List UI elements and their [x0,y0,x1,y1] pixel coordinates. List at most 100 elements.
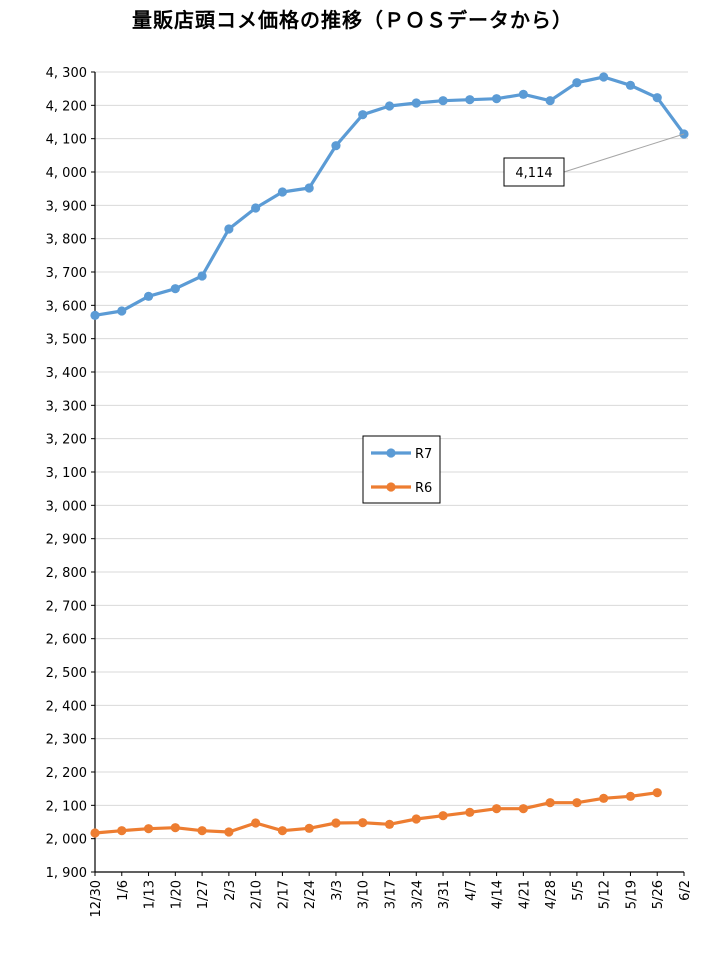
data-point-R7 [90,310,100,320]
y-tick-label: 3, 300 [46,399,87,414]
data-point-R7 [170,284,180,294]
chart-title: 量販店頭コメ価格の推移（ＰＯＳデータから） [132,8,573,32]
data-point-R6 [384,819,395,829]
data-point-R6 [438,811,448,821]
y-tick-label: 4, 000 [46,166,87,181]
series-layer [90,72,689,838]
data-callout: 4,114 [503,133,685,187]
gridlines [95,71,688,840]
x-axis: 12/30 1/6 1/13 1/20 1/27 2/3 2/10 2/17 2/24 3/3 3/… [89,871,693,917]
data-point-R6 [251,818,261,828]
data-point-R7 [599,72,609,82]
y-tick-label: 2, 200 [46,766,87,781]
data-point-R7 [465,95,475,105]
y-tick-label: 4, 100 [46,133,87,148]
x-tick-label: 1/6 [116,880,131,901]
x-tick-label: 5/19 [624,880,639,909]
x-tick-label: 3/10 [357,880,372,909]
x-tick-label: 12/30 [89,880,104,917]
data-point-R6 [117,826,127,836]
series-line-R6 [94,791,658,835]
x-tick-label: 3/3 [330,880,345,901]
data-point-R6 [652,788,662,798]
x-tick-label: 3/24 [410,880,425,909]
x-tick-label: 1/20 [169,880,184,909]
y-tick-label: 3, 700 [46,266,87,281]
x-tick-label: 4/14 [491,880,506,909]
data-point-R7 [625,80,636,90]
y-tick-label: 3, 500 [46,333,87,348]
x-tick-label: 4/21 [517,880,532,909]
y-tick-label: 2, 500 [46,666,87,681]
y-tick-label: 4, 200 [46,99,87,114]
data-point-R6 [197,826,207,836]
x-tick-label: 1/13 [143,880,158,909]
legend-swatch-marker [386,448,396,458]
data-point-R7 [518,89,528,99]
data-point-R6 [304,823,314,833]
data-point-R6 [545,798,555,808]
data-point-R6 [572,798,582,808]
data-point-R6 [224,827,234,837]
y-tick-label: 2, 600 [46,633,87,648]
y-tick-label: 3, 000 [46,499,87,514]
y-tick-label: 2, 700 [46,599,87,614]
data-point-R7 [384,101,395,111]
callout-leader [563,133,685,173]
data-point-R6 [625,791,636,801]
legend-box [362,435,441,504]
x-tick-label: 5/12 [598,880,613,909]
data-point-R6 [277,826,288,836]
x-tick-label: 2/24 [303,880,318,909]
x-tick-label: 1/27 [196,880,211,909]
data-point-R7 [224,224,234,234]
data-point-R7 [143,291,154,301]
x-tick-label: 4/28 [544,880,559,909]
y-tick-label: 2, 000 [46,833,87,848]
data-point-R7 [251,203,261,213]
x-tick-label: 2/3 [223,880,238,901]
x-tick-label: 3/31 [437,880,452,909]
data-point-R7 [358,110,368,120]
data-point-R7 [438,96,448,106]
y-tick-label: 3, 400 [46,366,87,381]
x-tick-label: 5/26 [651,880,666,909]
data-point-R7 [117,306,127,316]
data-point-R6 [411,814,421,824]
x-tick-label: 6/2 [678,880,693,901]
legend: R7 R6 [362,435,441,504]
x-tick-label: 3/17 [384,880,399,909]
y-tick-label: 3, 900 [46,199,87,214]
legend-label: R6 [415,481,432,496]
data-point-R6 [143,824,154,834]
data-point-R7 [304,183,314,193]
y-tick-label: 3, 800 [46,233,87,248]
data-point-R6 [90,828,100,838]
x-tick-label: 2/17 [276,880,291,909]
data-point-R6 [170,823,180,833]
data-point-R7 [197,271,207,281]
data-point-R7 [277,187,288,197]
y-axis: 1, 900 2, 000 2, 100 2, 200 2, 300 2, 400 2, 5… [46,66,96,881]
data-point-R7 [411,98,421,108]
data-point-R6 [599,793,609,803]
data-point-R7 [331,141,341,151]
data-point-R6 [491,804,502,814]
data-point-R7 [545,96,555,106]
y-tick-label: 2, 900 [46,533,87,548]
data-point-R7 [652,93,662,103]
y-tick-label: 2, 800 [46,566,87,581]
legend-label: R7 [415,447,432,462]
y-tick-label: 3, 200 [46,433,87,448]
y-tick-label: 1, 900 [46,866,87,881]
callout-box [503,157,565,187]
data-point-R6 [465,807,475,817]
data-point-R6 [358,818,368,828]
y-tick-label: 2, 300 [46,733,87,748]
series-line-R7 [94,75,686,317]
data-point-R7 [491,94,502,104]
legend-swatch-marker [386,482,396,492]
y-tick-label: 2, 400 [46,699,87,714]
x-tick-label: 2/10 [250,880,265,909]
